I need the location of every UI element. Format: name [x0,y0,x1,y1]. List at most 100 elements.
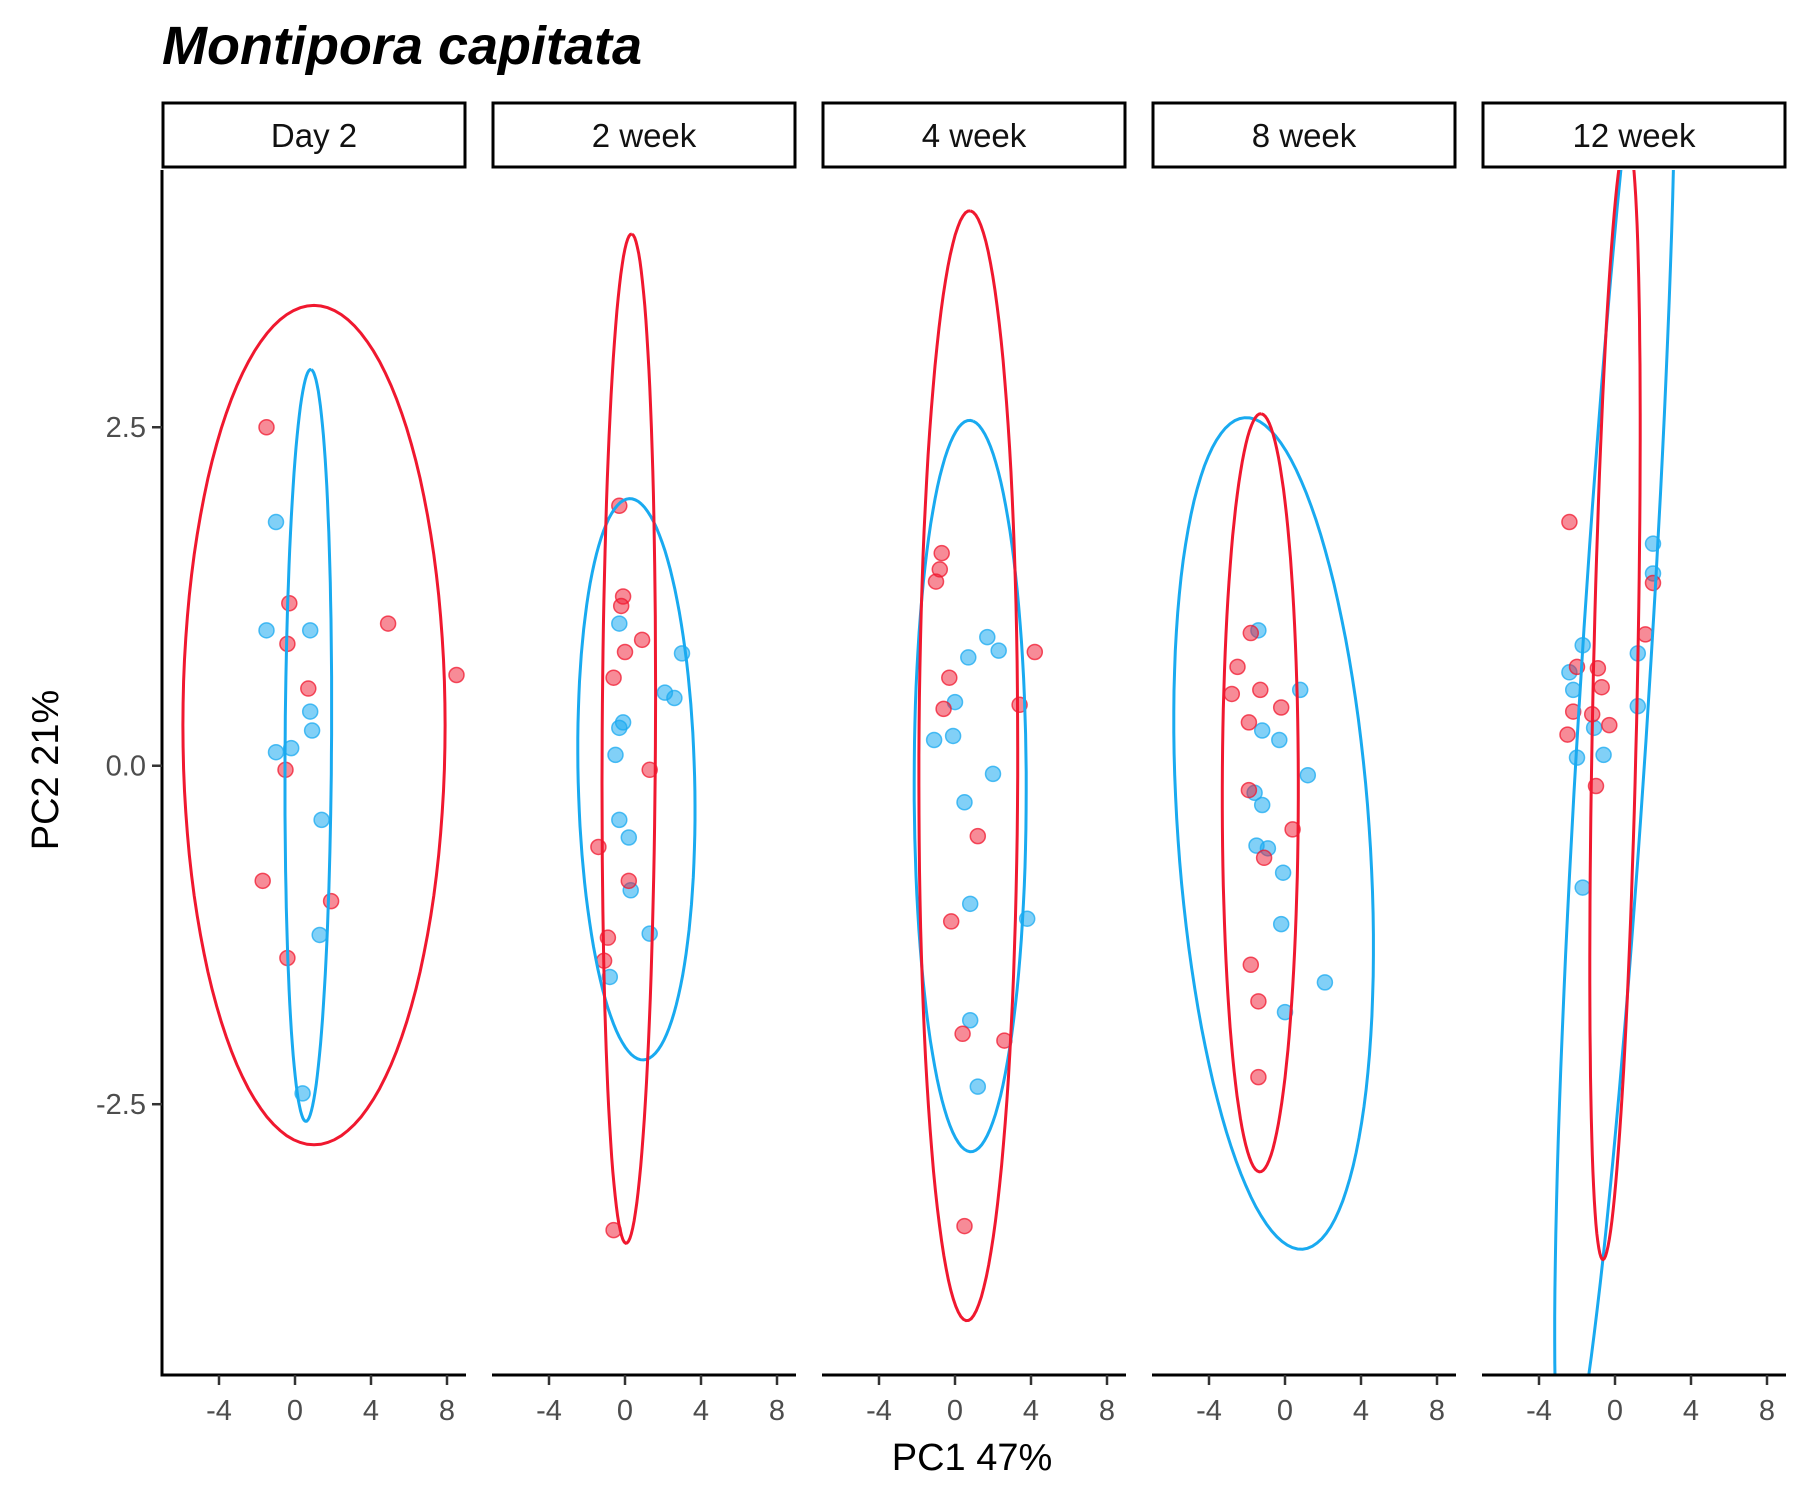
data-point-red [616,643,634,661]
data-point-red [1242,956,1260,974]
data-point-blue [313,811,330,829]
data-point-red [1255,849,1273,867]
x-tick-label: 8 [1759,1395,1775,1427]
confidence-ellipse-blue [576,497,697,1062]
x-tick-label: 8 [1429,1395,1445,1427]
data-point-blue [611,811,628,829]
data-point-red [605,669,622,686]
data-point-blue [258,622,275,639]
facet-strip [1151,101,1457,169]
data-point-blue [961,1012,979,1029]
confidence-ellipse-blue [1172,416,1375,1251]
data-point-red [927,573,945,590]
plot-area [576,232,697,1245]
data-point-blue [979,628,996,646]
facet-strip-label: 12 week [1573,117,1696,154]
data-point-red [969,827,987,845]
y-tick-label: 0.0 [106,751,146,783]
x-tick-label: 4 [1353,1395,1369,1427]
data-point-blue [666,689,683,707]
data-point-blue [1271,731,1288,749]
data-point-red [1240,781,1258,799]
data-point-red [1250,1068,1267,1086]
x-tick-label: 0 [617,1395,633,1427]
x-tick-label: 8 [439,1395,455,1427]
data-point-blue [1253,796,1271,814]
confidence-ellipse-red [1220,412,1300,1174]
facet-strip [491,101,797,169]
facet-panel: 8 week -4 0 4 8 [1151,101,1457,1427]
confidence-ellipse-red [917,209,1020,1323]
data-point-blue [1299,766,1317,784]
data-point-blue [611,615,628,632]
data-point-red [1559,726,1576,743]
data-point-red [935,700,952,718]
x-tick-label: 0 [1607,1395,1623,1427]
data-point-red [1026,643,1044,661]
data-point-red [1229,658,1246,676]
data-point-red [941,669,958,686]
facet-strip-label: 4 week [922,117,1027,154]
data-point-red [1223,685,1241,703]
data-point-red [1601,716,1618,734]
data-point-blue [984,765,1002,783]
data-point-blue [620,829,638,846]
x-tick-label: 0 [1277,1395,1293,1427]
data-point-blue [1574,879,1591,896]
data-point-blue [1316,974,1334,991]
data-point-red [1242,624,1260,642]
data-point-red [1250,993,1267,1010]
data-point-red [641,761,658,779]
data-point-red [620,872,638,890]
data-point-red [448,666,465,684]
data-point-red [254,872,271,890]
data-point-blue [1276,1003,1294,1021]
data-point-red [942,913,960,930]
facet-strip-label: Day 2 [271,117,357,154]
data-point-red [956,1217,973,1235]
data-point-red [954,1025,971,1043]
data-point-blue [944,727,962,745]
data-point-red [1272,699,1290,716]
data-point-blue [267,513,285,531]
data-point-red [1284,821,1301,838]
data-point-blue [960,649,977,666]
data-point-blue [1291,681,1309,699]
facet-strip-label: 2 week [592,117,697,154]
x-tick-label: 8 [769,1395,785,1427]
data-point-red [1637,626,1654,643]
y-axis: 2.5 0.0 -2.5 [96,170,164,1377]
x-tick-label: 8 [1099,1395,1115,1427]
y-tick-label: -2.5 [96,1089,146,1121]
confidence-ellipse-red [1588,170,1642,1262]
x-tick-label: 0 [947,1395,963,1427]
data-point-blue [607,746,624,764]
x-tick-label: 0 [287,1395,303,1427]
data-point-blue [990,642,1007,659]
confidence-ellipse-red [181,303,447,1147]
data-point-red [379,615,397,632]
x-tick-label: -4 [866,1395,892,1427]
x-axis-title: PC1 47% [892,1437,1053,1479]
data-point-blue [1585,719,1603,737]
data-point-blue [1274,864,1292,881]
chart-title: Montipora capitata [162,16,642,76]
data-point-blue [641,925,658,942]
facet-panel: 2 week -4 0 4 8 [491,101,797,1427]
data-point-blue [301,703,319,720]
facet-panel: 12 week -4 0 4 8 [1481,101,1787,1427]
facet-strip-label: 8 week [1252,117,1357,154]
facet-panel: 4 week -4 0 4 8 [821,101,1127,1427]
data-point-blue [969,1078,987,1095]
facet-strip [821,101,1127,169]
data-point-blue [1253,722,1271,739]
plot-area [181,303,465,1147]
data-point-blue [601,968,619,986]
facet-panel: Day 2 -4 0 4 8 [161,101,467,1427]
data-point-blue [311,926,328,944]
plot-area [1172,412,1375,1251]
data-point-red [1252,681,1269,699]
data-point-red [1564,703,1582,720]
data-point-red [300,680,317,697]
